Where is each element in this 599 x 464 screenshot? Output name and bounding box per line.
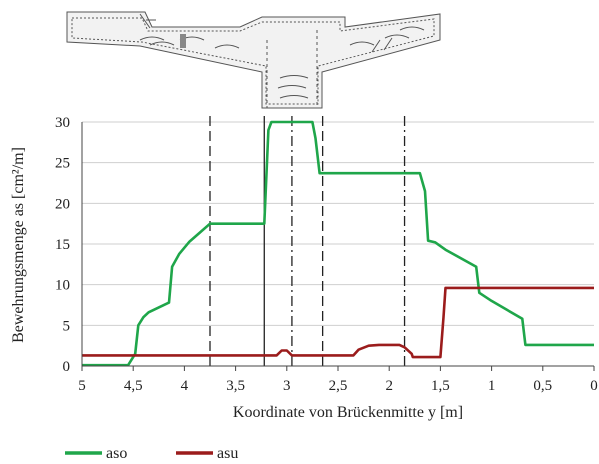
- x-tick-label: 3: [283, 378, 291, 394]
- legend: aso asu: [65, 445, 238, 462]
- y-tick-label: 5: [63, 318, 71, 334]
- legend-label-aso: aso: [106, 445, 127, 462]
- bridge-cross-section-drawing: [66, 11, 441, 109]
- y-tick-label: 25: [55, 156, 70, 172]
- x-tick-label: 2,5: [329, 378, 348, 394]
- axes: [81, 122, 595, 371]
- x-tick-label: 0,5: [533, 378, 552, 394]
- legend-label-asu: asu: [217, 445, 238, 462]
- series-lines: [82, 120, 594, 367]
- reference-lines: [209, 116, 406, 366]
- x-axis-title: Koordinate von Brückenmitte y [m]: [233, 404, 463, 421]
- x-tick-label: 5: [78, 378, 86, 394]
- grid-lines: [82, 121, 594, 326]
- x-tick-label: 4: [181, 378, 189, 394]
- series-line-asu: [82, 286, 594, 359]
- y-tick-label: 0: [63, 359, 71, 375]
- y-tick-label: 10: [55, 278, 70, 294]
- x-tick-label: 4,5: [124, 378, 143, 394]
- y-tick-label: 15: [55, 237, 70, 253]
- y-axis-title: Bewehrungsmenge as [cm²/m]: [10, 147, 27, 343]
- series-line-aso: [82, 120, 594, 367]
- x-tick-labels: 5 4,5 4 3,5 3 2,5 2 1,5 1 0,5 0: [78, 378, 598, 394]
- x-tick-label: 0: [590, 378, 598, 394]
- y-tick-labels: 0 5 10 15 20 25 30: [55, 115, 70, 375]
- y-tick-label: 20: [55, 196, 70, 212]
- x-tick-label: 2: [385, 378, 393, 394]
- x-tick-label: 1: [488, 378, 496, 394]
- y-tick-label: 30: [55, 115, 70, 131]
- x-tick-label: 3,5: [226, 378, 245, 394]
- x-tick-label: 1,5: [431, 378, 450, 394]
